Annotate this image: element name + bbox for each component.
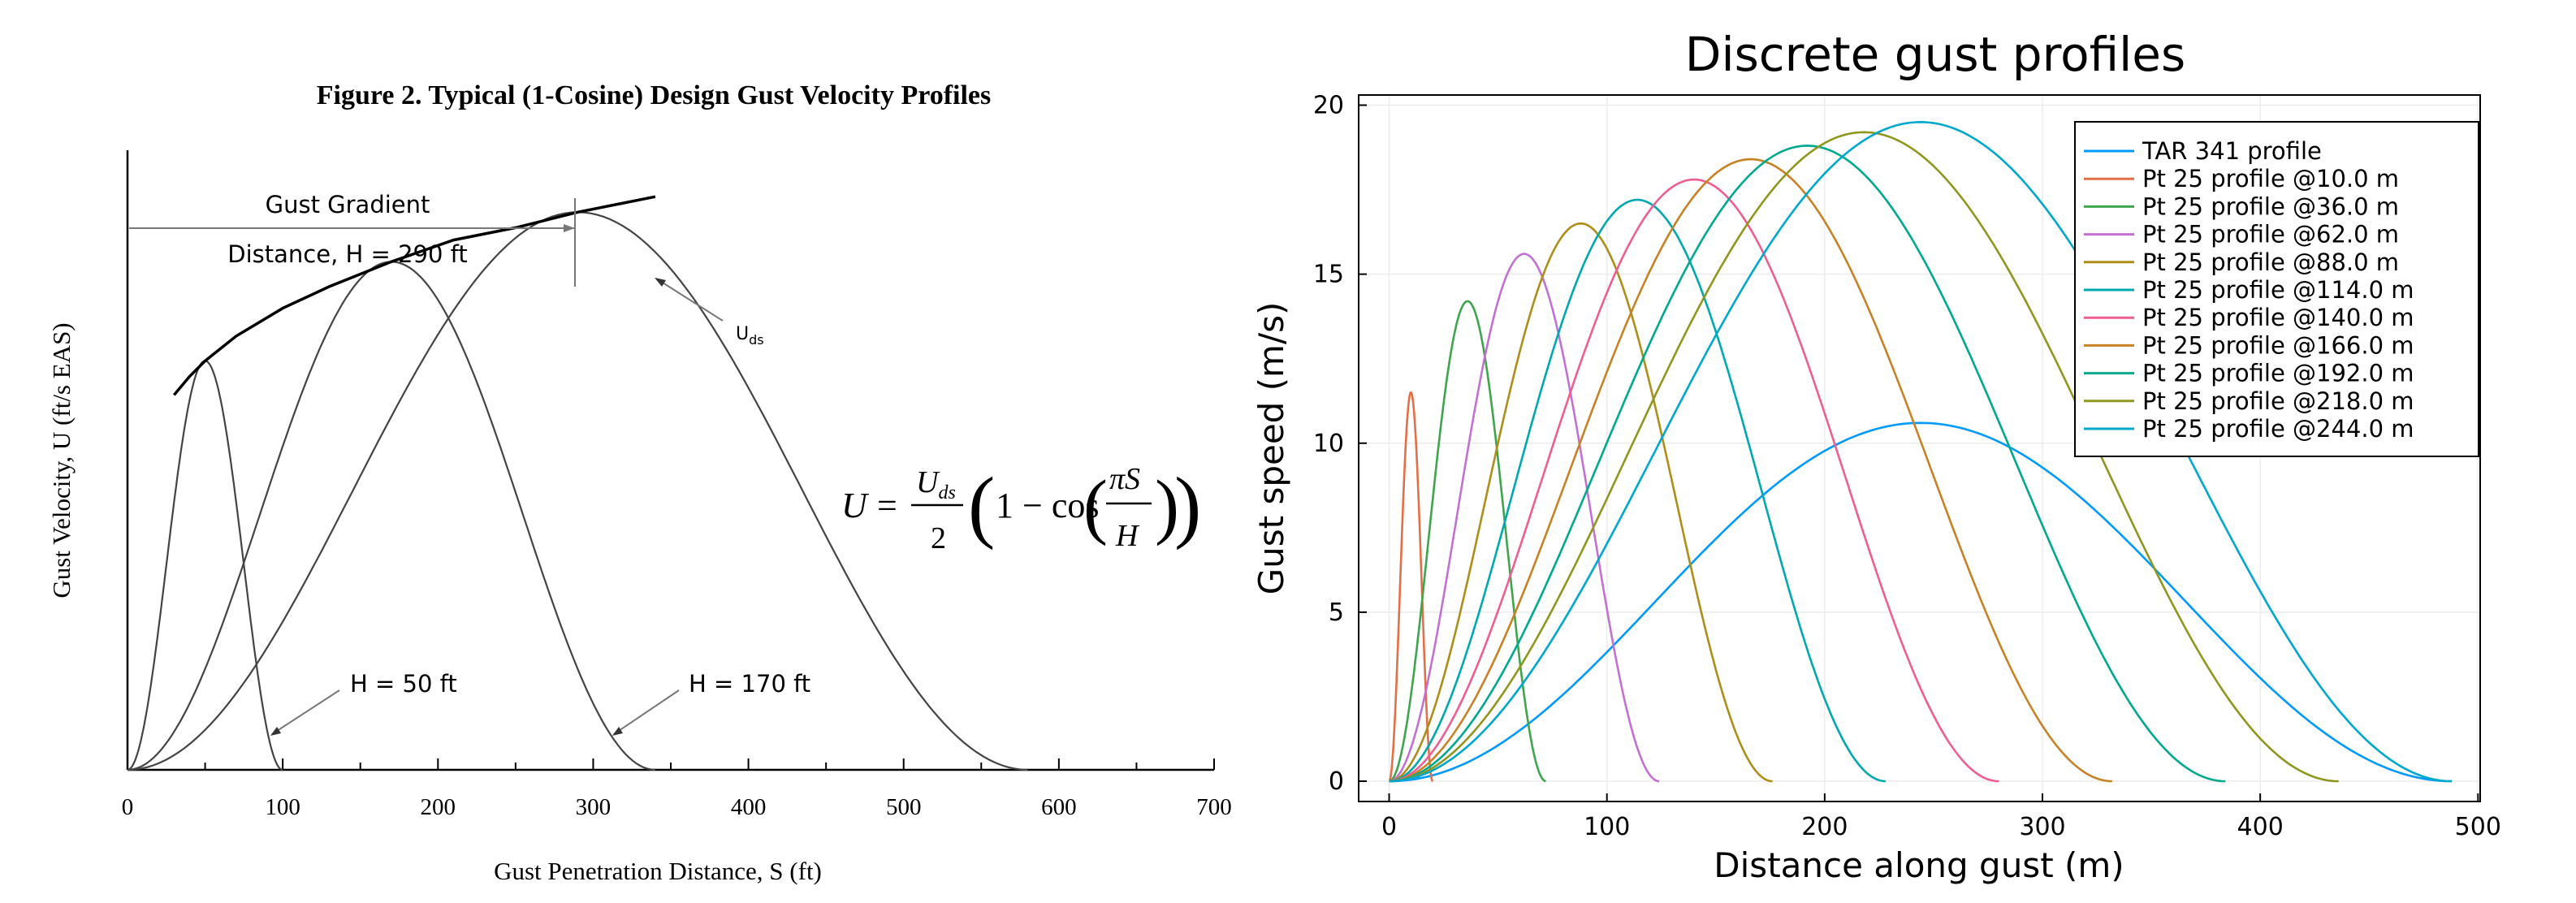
h50-label: H = 50 ft	[350, 670, 457, 698]
right-chart: Discrete gust profiles 0 100 200 300 400 5000…	[1251, 27, 2501, 885]
legend-label: Pt 25 profile @88.0 m	[2142, 248, 2399, 276]
legend-label: Pt 25 profile @36.0 m	[2142, 192, 2399, 220]
legend-label: TAR 341 profile	[2142, 137, 2322, 165]
formula-equals: =	[877, 486, 897, 525]
left-x-tick-label: 0	[122, 794, 134, 820]
formula-numerator: Uds	[916, 465, 956, 503]
formula-inner-left-paren: (	[1083, 466, 1108, 547]
h170-pointer-arrowhead	[612, 727, 623, 736]
formula-left-paren: (	[968, 460, 995, 551]
legend-label: Pt 25 profile @114.0 m	[2142, 276, 2414, 304]
left-y-axis-label: Gust Velocity, U (ft/s EAS)	[47, 322, 76, 598]
right-y-tick-label: 15	[1313, 261, 1344, 289]
gust-series-7	[1389, 158, 2112, 783]
left-x-tick-label: 700	[1196, 794, 1232, 820]
right-y-tick-label: 10	[1313, 430, 1344, 458]
right-x-tick-label: 300	[2019, 813, 2065, 841]
uds-pointer-arrowhead	[655, 278, 666, 287]
gust-series-4	[1389, 222, 1773, 783]
right-y-tick-label: 20	[1313, 91, 1344, 119]
gust-gradient-label-line1: Gust Gradient	[266, 191, 430, 218]
right-x-tick-label: 200	[1801, 813, 1848, 841]
formula-inner-denominator: H	[1115, 519, 1140, 553]
right-x-tick-label: 500	[2455, 813, 2501, 841]
left-x-tick-label: 600	[1041, 794, 1077, 820]
right-chart-title: Discrete gust profiles	[1685, 27, 2185, 82]
left-x-tick-label: 500	[886, 794, 922, 820]
formula-inner-right-paren: )	[1155, 466, 1179, 547]
gust-series-2	[1389, 300, 1546, 783]
gust-gradient-label-line2: Distance, H = 290 ft	[227, 240, 467, 268]
legend-label: Pt 25 profile @218.0 m	[2142, 387, 2414, 415]
uds-envelope-line	[172, 195, 656, 396]
left-chart: Figure 2. Typical (1-Cosine) Design Gust…	[47, 80, 1232, 885]
legend-label: Pt 25 profile @10.0 m	[2142, 165, 2399, 192]
right-x-tick-label: 400	[2237, 813, 2284, 841]
right-x-axis-label: Distance along gust (m)	[1714, 845, 2124, 885]
formula-right-paren: )	[1174, 460, 1201, 551]
gust-series-8	[1389, 145, 2226, 783]
legend-label: Pt 25 profile @192.0 m	[2142, 360, 2414, 387]
gust-formula: U = Uds 2 ( 1 − cos ( πS H ) )	[841, 460, 1201, 555]
right-curves	[1388, 120, 2453, 783]
formula-one-minus-cos: 1 − cos	[996, 486, 1099, 525]
legend-label: Pt 25 profile @140.0 m	[2142, 304, 2414, 331]
right-x-tick-label: 100	[1584, 813, 1630, 841]
right-plot-frame	[1358, 94, 2481, 802]
h50-pointer-line	[271, 689, 340, 735]
legend-label: Pt 25 profile @244.0 m	[2142, 415, 2414, 443]
gust-profile-h50	[127, 360, 283, 771]
uds-label: Uds	[736, 324, 764, 348]
gust-series-6	[1389, 178, 1999, 783]
right-y-tick-label: 0	[1329, 767, 1344, 796]
left-x-tick-label: 400	[731, 794, 767, 820]
formula-inner-numerator: πS	[1109, 462, 1140, 496]
legend-label: Pt 25 profile @62.0 m	[2142, 221, 2399, 248]
right-ticks: 0 100 200 300 400 500 0 5 10 15 20	[1313, 91, 2501, 841]
gust-gradient-arrowhead	[564, 224, 575, 232]
left-chart-title: Figure 2. Typical (1-Cosine) Design Gust…	[317, 80, 991, 110]
left-x-axis-label: Gust Penetration Distance, S (ft)	[494, 857, 822, 885]
left-x-tick-label: 200	[421, 794, 456, 820]
gust-series-5	[1389, 198, 1886, 783]
gust-series-0	[1389, 421, 2453, 783]
h170-pointer-line	[613, 689, 680, 735]
right-x-tick-label: 0	[1381, 813, 1397, 841]
left-x-tick-label: 100	[265, 794, 300, 820]
gust-series-10	[1389, 120, 2453, 783]
h50-pointer-arrowhead	[270, 727, 281, 736]
legend-label: Pt 25 profile @166.0 m	[2142, 331, 2414, 359]
legend-box	[2074, 121, 2479, 457]
left-x-ticks: 0 100 200 300 400 500 600 700	[122, 758, 1232, 820]
gust-series-3	[1389, 253, 1660, 783]
formula-denominator: 2	[931, 521, 946, 555]
formula-lhs: U	[841, 486, 870, 525]
gust-series-9	[1389, 131, 2339, 783]
uds-pointer-line	[655, 278, 724, 322]
h170-label: H = 170 ft	[689, 670, 810, 698]
right-y-tick-label: 5	[1329, 598, 1344, 627]
left-x-tick-label: 300	[576, 794, 612, 820]
gust-series-1	[1388, 391, 1433, 783]
right-y-axis-label: Gust speed (m/s)	[1251, 302, 1291, 595]
